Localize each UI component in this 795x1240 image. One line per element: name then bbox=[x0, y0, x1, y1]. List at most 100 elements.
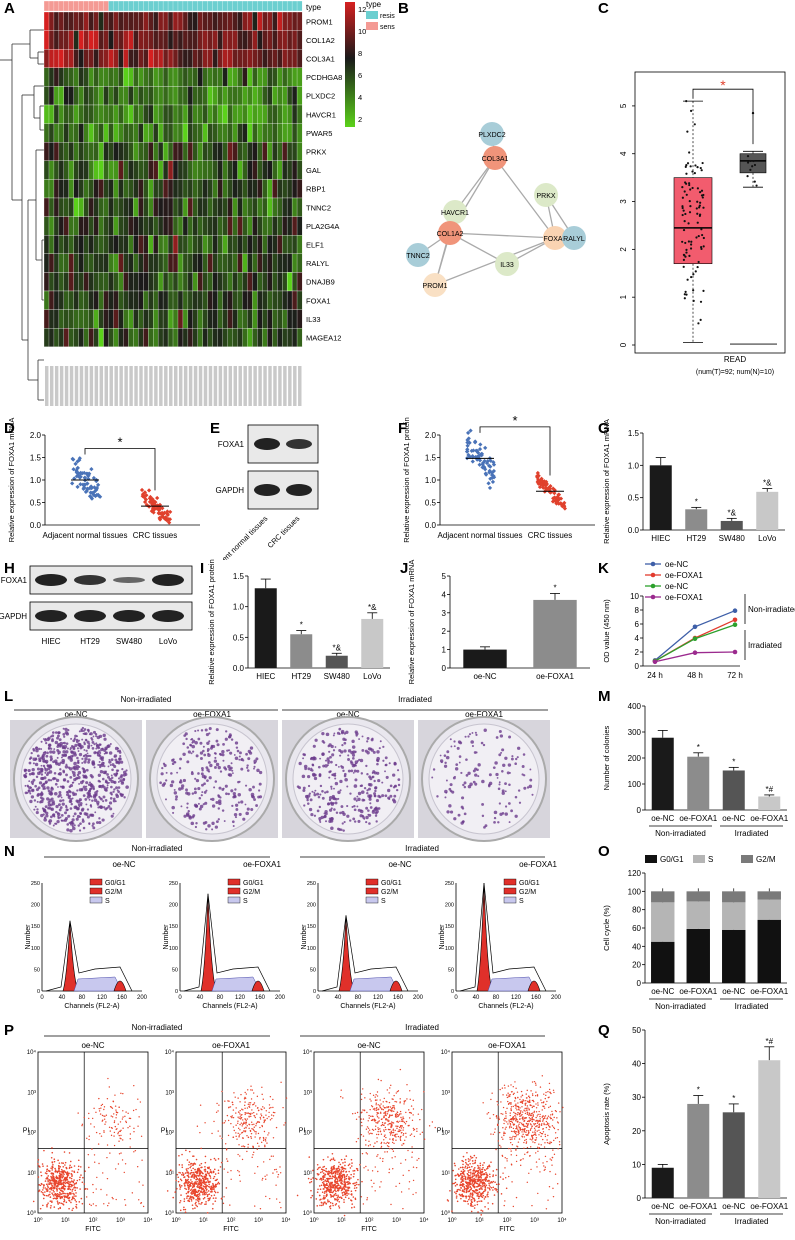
colony bbox=[165, 771, 168, 774]
heatmap-cell bbox=[197, 30, 204, 50]
heatmap-cell bbox=[296, 49, 303, 68]
heatmap-cell bbox=[222, 328, 228, 347]
event-dot bbox=[107, 1204, 109, 1207]
heatmap-cell bbox=[296, 142, 303, 161]
event-dot bbox=[190, 1171, 193, 1174]
colony bbox=[338, 749, 342, 753]
colony bbox=[68, 821, 71, 825]
event-dot bbox=[137, 1125, 139, 1127]
data-point bbox=[746, 175, 749, 178]
event-dot bbox=[217, 1169, 220, 1172]
data-point bbox=[696, 187, 699, 190]
event-dot bbox=[50, 1186, 53, 1189]
colony bbox=[464, 735, 467, 738]
event-dot bbox=[359, 1163, 361, 1166]
heatmap-cell bbox=[282, 123, 288, 143]
heatmap-cell bbox=[103, 49, 109, 68]
event-dot bbox=[199, 1182, 202, 1185]
event-dot bbox=[60, 1202, 63, 1205]
event-dot bbox=[247, 1112, 250, 1114]
event-dot bbox=[56, 1188, 58, 1190]
event-dot bbox=[51, 1200, 53, 1202]
colony bbox=[107, 775, 111, 779]
colony bbox=[523, 774, 526, 777]
heatmap-cell bbox=[286, 30, 293, 50]
heatmap-cell bbox=[182, 160, 189, 180]
colony bbox=[310, 767, 313, 770]
event-dot bbox=[115, 1198, 117, 1201]
event-dot bbox=[279, 1166, 281, 1168]
colony bbox=[235, 808, 239, 811]
colony bbox=[444, 761, 447, 765]
event-dot bbox=[217, 1181, 220, 1184]
event-dot bbox=[45, 1177, 47, 1180]
heatmap-cell bbox=[187, 11, 194, 31]
colony bbox=[83, 787, 88, 792]
event-dot bbox=[49, 1207, 52, 1209]
heatmap-cell bbox=[53, 86, 60, 106]
event-dot bbox=[52, 1163, 54, 1166]
heatmap-cell bbox=[272, 160, 278, 180]
heatmap-cell bbox=[267, 104, 273, 124]
heatmap-cell bbox=[88, 179, 94, 199]
colony bbox=[120, 774, 124, 777]
lane-label: LoVo bbox=[159, 637, 178, 646]
colony bbox=[334, 801, 338, 805]
western-band bbox=[152, 574, 184, 586]
heatmap-cell bbox=[177, 235, 184, 254]
scatter-title: oe-FOXA1 bbox=[212, 1041, 250, 1050]
stacked-segment bbox=[722, 929, 746, 983]
heatmap-cell bbox=[148, 253, 154, 273]
colony bbox=[117, 786, 121, 789]
event-dot bbox=[124, 1163, 127, 1165]
event-dot bbox=[51, 1178, 53, 1181]
colony bbox=[468, 733, 472, 736]
colony bbox=[79, 815, 82, 818]
heatmap-cell bbox=[267, 11, 273, 31]
heatmap-cell bbox=[123, 216, 129, 236]
colony bbox=[28, 780, 31, 783]
heatmap-cell bbox=[143, 67, 149, 87]
heatmap-cell bbox=[242, 123, 248, 143]
colony bbox=[164, 798, 167, 801]
data-point bbox=[702, 236, 705, 240]
x-category-label: oe-FOXA1 bbox=[679, 814, 717, 823]
heatmap-cell bbox=[202, 160, 209, 180]
heatmap-cell bbox=[43, 197, 50, 217]
data-point bbox=[700, 246, 703, 249]
heatmap-cell bbox=[252, 179, 258, 199]
data-point bbox=[692, 299, 695, 302]
event-dot bbox=[138, 1181, 140, 1183]
heatmap-cell bbox=[277, 216, 283, 236]
colony bbox=[507, 802, 511, 805]
data-point bbox=[681, 206, 684, 210]
heatmap-cell bbox=[143, 235, 149, 254]
data-point bbox=[701, 196, 704, 199]
colony bbox=[176, 771, 179, 774]
colony bbox=[366, 736, 370, 740]
significance-bracket bbox=[479, 426, 551, 476]
heatmap-cell bbox=[277, 309, 283, 329]
colony bbox=[445, 791, 448, 794]
heatmap-cell bbox=[103, 160, 109, 180]
heatmap-cell bbox=[212, 142, 219, 161]
sample-label-bar bbox=[248, 366, 252, 406]
event-dot bbox=[202, 1180, 205, 1183]
event-dot bbox=[196, 1174, 198, 1177]
colony bbox=[504, 805, 508, 808]
heatmap-cell bbox=[138, 104, 144, 124]
heatmap-cell bbox=[108, 86, 114, 106]
colony bbox=[214, 752, 217, 755]
event-dot bbox=[212, 1170, 215, 1173]
group-label: Non-irradiated bbox=[655, 1002, 706, 1011]
event-dot bbox=[203, 1175, 206, 1178]
heatmap-cell bbox=[53, 123, 60, 143]
event-dot bbox=[193, 1175, 196, 1178]
y-tick-label: 2 bbox=[442, 627, 447, 636]
colony bbox=[192, 750, 195, 753]
heatmap-cell bbox=[187, 216, 194, 236]
event-dot bbox=[192, 1164, 195, 1166]
colorbar bbox=[345, 2, 355, 127]
